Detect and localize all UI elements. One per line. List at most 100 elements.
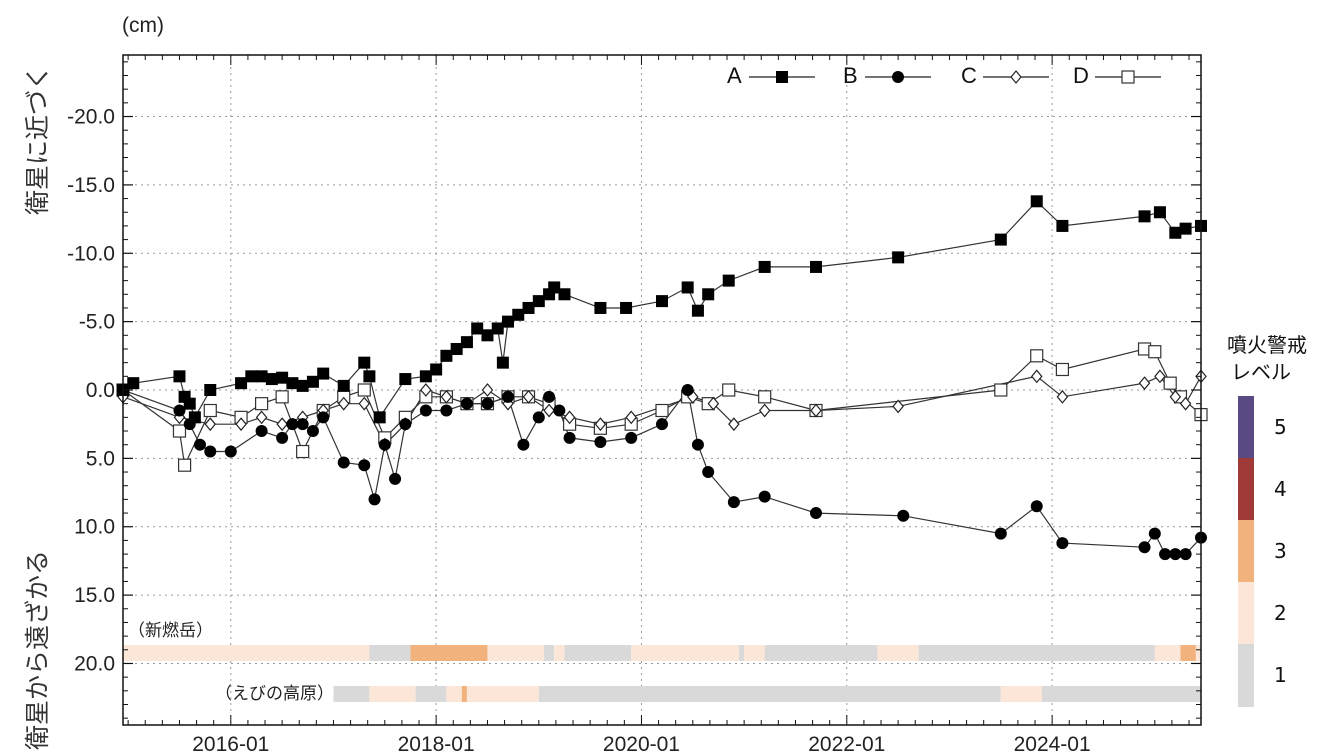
alert-band-0-segment-2 [410,645,488,661]
point-B-6 [255,425,268,438]
point-A-16 [337,379,350,392]
x-tick-labels: 2016-01 2018-01 2020-01 2022-01 2024-01 [192,733,1090,753]
point-B-18 [419,404,432,417]
point-A-5 [188,411,201,424]
alert-bands: （新燃岳） （えびの高原） [123,621,1201,704]
point-D-27 [758,390,772,404]
point-B-7 [276,431,289,444]
point-B-33 [702,466,715,479]
alert-band-label-0: （新燃岳） [128,621,213,641]
legend-label-B: B [843,63,858,88]
y-tick-label-8: 20.0 [74,652,115,675]
point-B-35 [758,490,771,503]
point-D-3 [203,403,217,418]
ylabel-bottom: 衛星から遠ざかる [23,550,52,750]
alert-band-0-segment-11 [877,645,919,661]
point-B-1 [173,404,186,417]
point-A-33 [532,295,545,308]
point-B-10 [306,425,319,438]
point-A-41 [691,304,704,317]
point-A-44 [758,260,771,273]
alert-level-label-5: 5 [1274,415,1287,439]
point-A-50 [1138,210,1151,223]
point-A-39 [656,295,668,308]
point-D-31 [1055,362,1070,377]
point-A-36 [558,288,571,301]
point-D-10 [357,383,371,397]
point-A-24 [450,342,463,355]
y-tick-label-7: 15.0 [74,584,115,607]
point-A-9 [255,370,268,383]
point-A-29 [496,356,509,369]
alert-band-1-segment-7 [1000,686,1042,702]
x-tick-label-4: 2024-01 [1014,733,1091,753]
alert-level-swatch-2 [1238,582,1254,645]
alert-band-0-segment-14 [1180,645,1196,661]
point-B-45 [1179,548,1192,561]
point-B-40 [1056,537,1069,550]
alert-legend-title-line2: レベル [1231,360,1291,384]
point-D-23 [655,403,669,418]
point-A-22 [430,363,443,376]
point-C-24 [728,417,740,432]
point-B-3 [194,438,206,451]
point-B-15 [378,438,391,451]
point-A-21 [419,370,432,383]
point-A-25 [460,336,473,349]
point-D-2 [178,458,192,472]
y-tick-label-0: -20.0 [67,106,115,129]
alert-band-label-1: （えびの高原） [215,684,334,704]
point-A-23 [440,349,453,362]
point-B-19 [440,404,453,417]
point-C-26 [810,403,822,418]
point-C-27 [892,399,904,414]
point-A-15 [317,367,330,380]
alert-band-0-segment-0 [123,645,370,661]
alert-band-0-segment-4 [543,645,555,661]
alert-level-label-3: 3 [1274,539,1287,563]
point-B-30 [656,418,668,431]
point-D-5 [255,397,269,411]
point-D-29 [994,383,1008,397]
alert-band-0-segment-8 [739,645,745,661]
point-C-20 [594,417,607,432]
alert-band-1-segment-6 [538,686,1001,702]
alert-band-0-segment-10 [764,645,878,661]
point-A-19 [373,411,386,424]
point-B-26 [553,404,566,417]
point-A-26 [471,322,484,335]
point-B-23 [517,438,530,451]
point-A-47 [994,233,1007,246]
point-B-37 [897,509,910,522]
point-C-30 [1138,376,1151,391]
point-B-17 [399,418,412,431]
point-C-33 [1179,396,1192,411]
legend-label-A: A [727,63,742,88]
point-B-13 [358,459,371,472]
point-B-11 [317,411,330,424]
y-tick-label-6: 10.0 [74,516,115,539]
plot-background [123,55,1201,725]
alert-band-0-segment-5 [554,645,565,661]
unit-label: (cm) [122,14,164,37]
x-tick-label-0: 2016-01 [192,733,269,753]
point-D-7 [296,444,310,459]
point-A-30 [502,315,514,328]
point-B-34 [727,496,740,509]
point-A-1 [127,377,140,390]
point-B-8 [286,418,299,431]
point-C-8 [337,396,350,411]
point-C-4 [255,410,268,425]
point-B-29 [625,431,638,444]
point-C-28 [1030,369,1043,384]
series-layer [116,195,1208,561]
alert-level-label-1: 1 [1274,663,1287,687]
point-D-34 [1163,376,1177,390]
point-C-21 [625,410,637,425]
point-B-9 [296,418,309,431]
point-A-12 [286,377,299,390]
legend-marker-C [1010,70,1022,84]
alert-level-swatch-4 [1238,458,1254,521]
point-B-21 [481,397,494,410]
